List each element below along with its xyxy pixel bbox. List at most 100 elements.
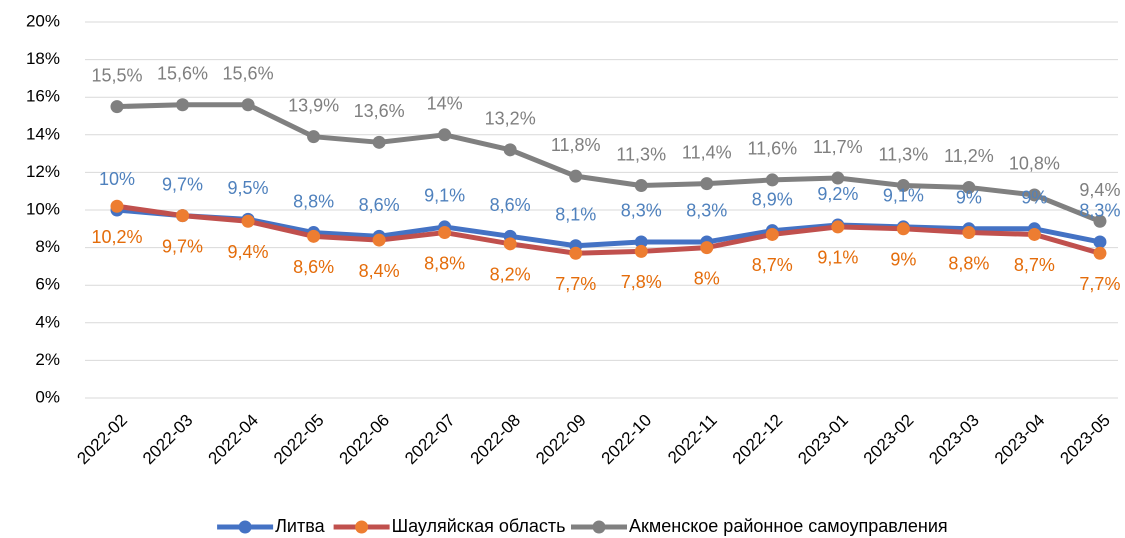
data-point bbox=[831, 220, 845, 234]
y-tick-label: 10% bbox=[26, 199, 60, 218]
legend-label: Акменское районное самоуправления bbox=[629, 516, 948, 536]
y-tick-label: 4% bbox=[35, 312, 60, 331]
x-tick-label: 2023-05 bbox=[1056, 411, 1114, 469]
data-label: 8,3% bbox=[686, 201, 727, 221]
x-tick-label: 2023-02 bbox=[860, 411, 918, 469]
data-label: 11,3% bbox=[616, 144, 666, 164]
data-label: 8,9% bbox=[752, 189, 793, 209]
data-point bbox=[569, 169, 583, 183]
data-label: 9% bbox=[1021, 188, 1047, 208]
data-label: 15,6% bbox=[157, 63, 208, 83]
y-tick-label: 20% bbox=[26, 11, 60, 30]
data-point bbox=[896, 222, 910, 236]
data-label: 9% bbox=[890, 250, 916, 270]
x-tick-label: 2022-06 bbox=[336, 411, 394, 469]
data-point bbox=[110, 100, 124, 114]
y-tick-label: 6% bbox=[35, 275, 60, 294]
data-label: 13,9% bbox=[288, 95, 339, 115]
data-point bbox=[634, 179, 648, 193]
data-label: 8,6% bbox=[293, 257, 334, 277]
data-point bbox=[176, 98, 190, 112]
data-point bbox=[765, 227, 779, 241]
series-line bbox=[116, 102, 1101, 224]
data-point bbox=[438, 226, 452, 240]
data-label: 7,7% bbox=[555, 274, 596, 294]
series-line bbox=[116, 207, 1101, 249]
data-label: 9,1% bbox=[883, 186, 924, 206]
data-label: 14% bbox=[427, 94, 463, 114]
legend: Литва Шауляйская область Акменское районно… bbox=[217, 516, 948, 536]
data-point bbox=[1093, 214, 1107, 228]
data-point bbox=[962, 180, 976, 194]
series-line bbox=[116, 203, 1101, 256]
data-point bbox=[1027, 227, 1041, 241]
legend-marker bbox=[355, 520, 369, 534]
y-tick-label: 2% bbox=[35, 350, 60, 369]
data-point bbox=[307, 229, 321, 243]
x-tick-label: 2022-08 bbox=[467, 411, 525, 469]
data-label: 13,2% bbox=[485, 109, 536, 129]
y-tick-label: 8% bbox=[35, 237, 60, 256]
data-point bbox=[110, 199, 124, 213]
data-point bbox=[176, 209, 190, 223]
data-label: 9,5% bbox=[228, 178, 269, 198]
legend-marker bbox=[592, 520, 606, 534]
legend-label: Шауляйская область bbox=[392, 516, 566, 536]
data-label: 9,4% bbox=[1079, 180, 1120, 200]
y-tick-label: 14% bbox=[26, 124, 60, 143]
data-label: 8,6% bbox=[490, 195, 531, 215]
x-tick-label: 2022-10 bbox=[598, 411, 656, 469]
data-label: 7,8% bbox=[621, 272, 662, 292]
data-point bbox=[700, 241, 714, 255]
data-point bbox=[1027, 188, 1041, 202]
data-label: 8,1% bbox=[555, 204, 596, 224]
data-label: 7,7% bbox=[1079, 274, 1120, 294]
data-point bbox=[503, 143, 517, 157]
data-label: 11,4% bbox=[682, 142, 732, 162]
data-point bbox=[241, 98, 255, 112]
data-label: 8,8% bbox=[424, 253, 465, 273]
data-label: 11,2% bbox=[944, 146, 994, 166]
data-point bbox=[765, 173, 779, 187]
data-label: 8,4% bbox=[359, 261, 400, 281]
y-tick-label: 0% bbox=[35, 387, 60, 406]
legend-marker bbox=[238, 520, 252, 534]
data-label: 8,8% bbox=[293, 191, 334, 211]
data-point bbox=[372, 135, 386, 149]
data-point bbox=[831, 171, 845, 185]
data-point bbox=[634, 244, 648, 258]
x-tick-label: 2022-09 bbox=[532, 411, 590, 469]
x-tick-label: 2022-02 bbox=[73, 411, 131, 469]
x-tick-label: 2022-05 bbox=[270, 411, 328, 469]
x-tick-label: 2022-12 bbox=[729, 411, 787, 469]
data-point bbox=[634, 235, 648, 249]
x-tick-label: 2022-11 bbox=[664, 411, 721, 468]
data-point bbox=[307, 130, 321, 144]
data-point bbox=[438, 128, 452, 142]
data-label: 11,3% bbox=[879, 144, 929, 164]
x-tick-label: 2022-07 bbox=[401, 411, 459, 469]
data-label: 13,6% bbox=[354, 101, 405, 121]
data-point bbox=[372, 233, 386, 247]
data-label: 9% bbox=[956, 188, 982, 208]
legend-label: Литва bbox=[275, 516, 325, 536]
data-point bbox=[569, 246, 583, 260]
data-label: 11,8% bbox=[551, 135, 601, 155]
data-label: 15,5% bbox=[91, 65, 142, 85]
data-label: 9,1% bbox=[817, 248, 858, 268]
data-point bbox=[503, 237, 517, 251]
data-label: 10,8% bbox=[1009, 154, 1060, 174]
data-label: 9,7% bbox=[162, 174, 203, 194]
data-label: 9,2% bbox=[817, 184, 858, 204]
data-label: 10,2% bbox=[91, 227, 142, 247]
data-label: 11,7% bbox=[813, 137, 863, 157]
x-tick-label: 2023-04 bbox=[991, 411, 1049, 469]
data-point bbox=[896, 179, 910, 193]
data-label: 9,4% bbox=[228, 242, 269, 262]
x-tick-label: 2022-03 bbox=[139, 411, 197, 469]
y-tick-label: 16% bbox=[26, 87, 60, 106]
data-point bbox=[241, 214, 255, 228]
data-label: 8,6% bbox=[359, 195, 400, 215]
data-label: 9,7% bbox=[162, 236, 203, 256]
